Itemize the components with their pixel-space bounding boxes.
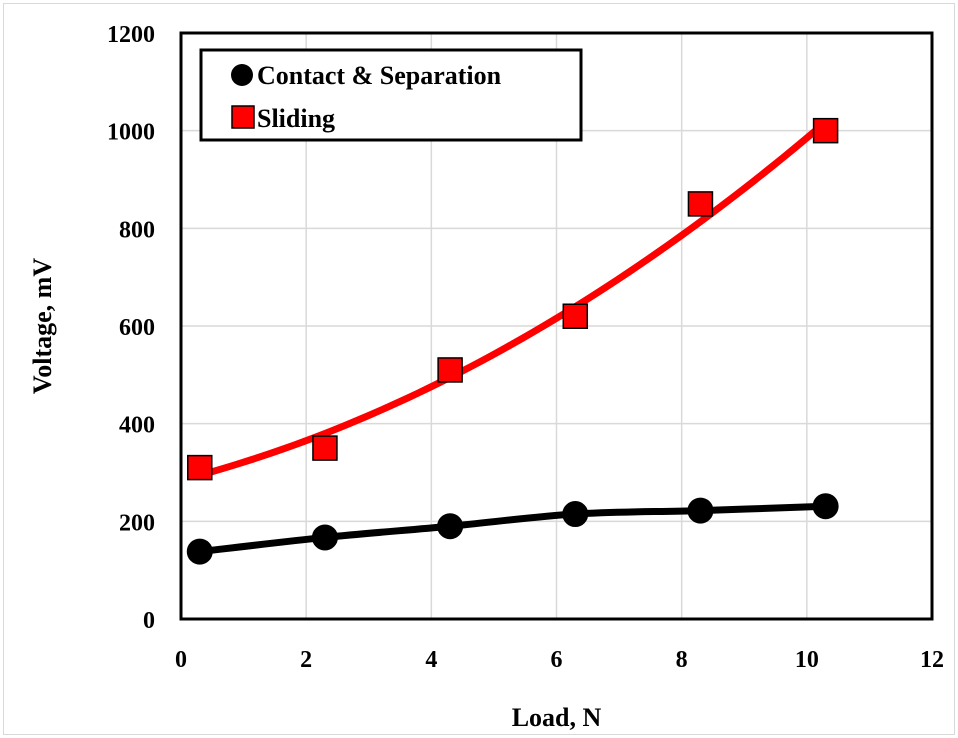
legend-box [199,48,583,142]
legend-marker-sliding [231,105,255,129]
tick-labels: 0 2 4 6 8 10 12 0 200 400 600 800 1000 1200 [107,22,944,673]
data-point-square [187,454,213,481]
data-point-circle [562,501,589,528]
legend-label-contact-separation: Contact & Separation [257,61,502,90]
data-point-circle [311,524,338,551]
x-axis-title: Load, N [512,703,602,732]
data-point-circle [812,493,839,520]
x-tick-label: 12 [920,647,944,673]
data-point-square [687,191,714,217]
x-tick-label: 10 [795,647,819,673]
data-markers [186,117,839,565]
data-point-square [562,303,589,329]
y-tick-label: 800 [119,217,155,243]
x-tick-label: 0 [175,647,187,673]
data-point-square [812,117,839,144]
trendline-series-1 [196,118,830,479]
legend: Contact & Separation Sliding [199,48,583,142]
plot-area-border [179,31,934,621]
trendlines [196,118,830,556]
y-axis-title: Voltage, mV [28,258,57,394]
y-tick-label: 1200 [107,22,155,48]
x-tick-label: 8 [676,647,688,673]
trendline-series-0 [196,502,830,556]
y-tick-label: 0 [143,608,155,634]
data-point-circle [186,538,213,565]
x-tick-label: 4 [425,647,437,673]
legend-marker-contact-separation [231,64,253,86]
y-tick-label: 400 [119,413,155,439]
data-point-circle [437,513,464,540]
data-point-square [312,435,338,461]
data-point-circle [687,497,714,524]
y-tick-label: 1000 [107,120,155,146]
x-tick-label: 6 [551,647,563,673]
x-tick-label: 2 [300,647,312,673]
y-tick-label: 200 [119,510,155,536]
legend-label-sliding: Sliding [257,104,335,133]
data-point-square [437,357,463,383]
y-tick-label: 600 [119,315,155,341]
